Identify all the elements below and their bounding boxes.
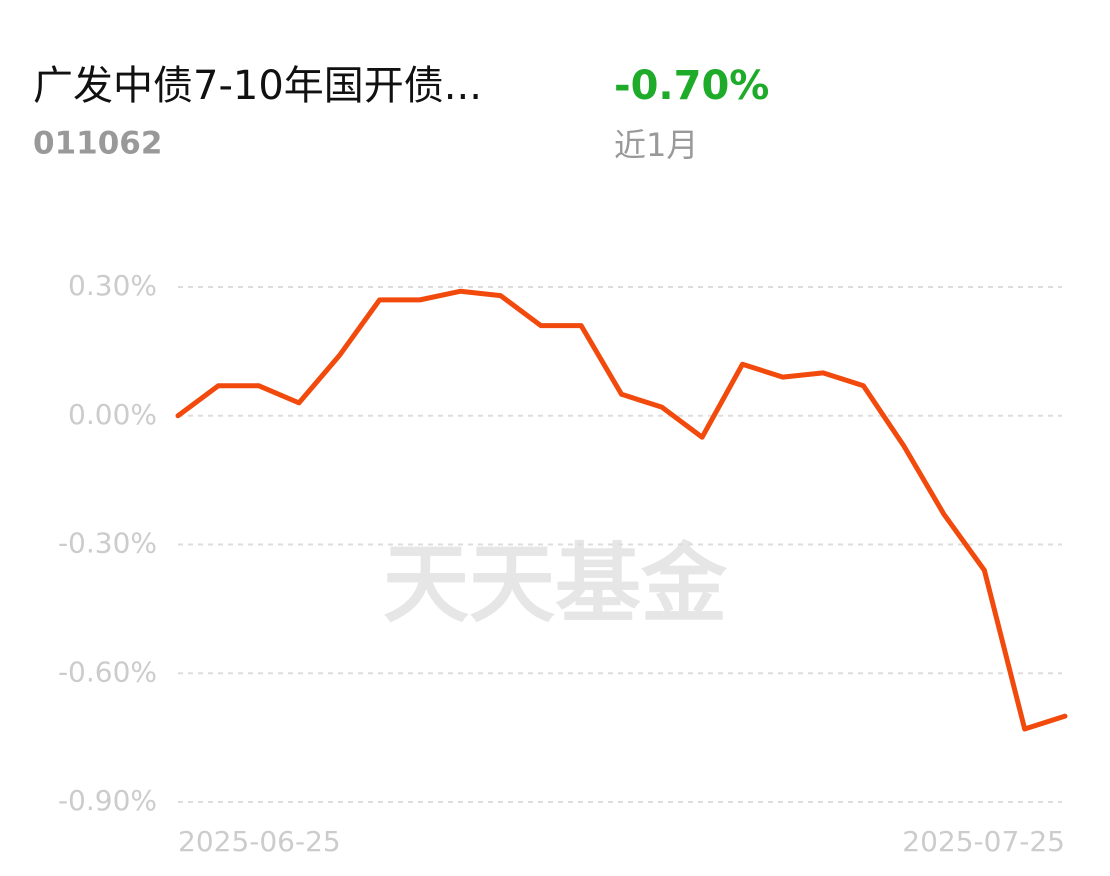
price-line (175, 288, 1068, 732)
y-tick-label: -0.30% (58, 527, 157, 560)
period-label: 近1月 (614, 126, 698, 164)
y-tick-label: -0.90% (58, 784, 157, 817)
y-tick-label: 0.00% (68, 398, 157, 431)
y-tick-label: 0.30% (68, 269, 157, 302)
x-tick-label: 2025-07-25 (902, 825, 1065, 858)
watermark: 天天基金 (383, 534, 728, 634)
fund-title[interactable]: 广发中债7-10年国开债... (33, 63, 482, 109)
y-tick-label: -0.60% (58, 655, 157, 688)
fund-code: 011062 (33, 126, 162, 162)
return-value: -0.70% (614, 63, 769, 109)
x-tick-label: 2025-06-25 (178, 825, 341, 858)
